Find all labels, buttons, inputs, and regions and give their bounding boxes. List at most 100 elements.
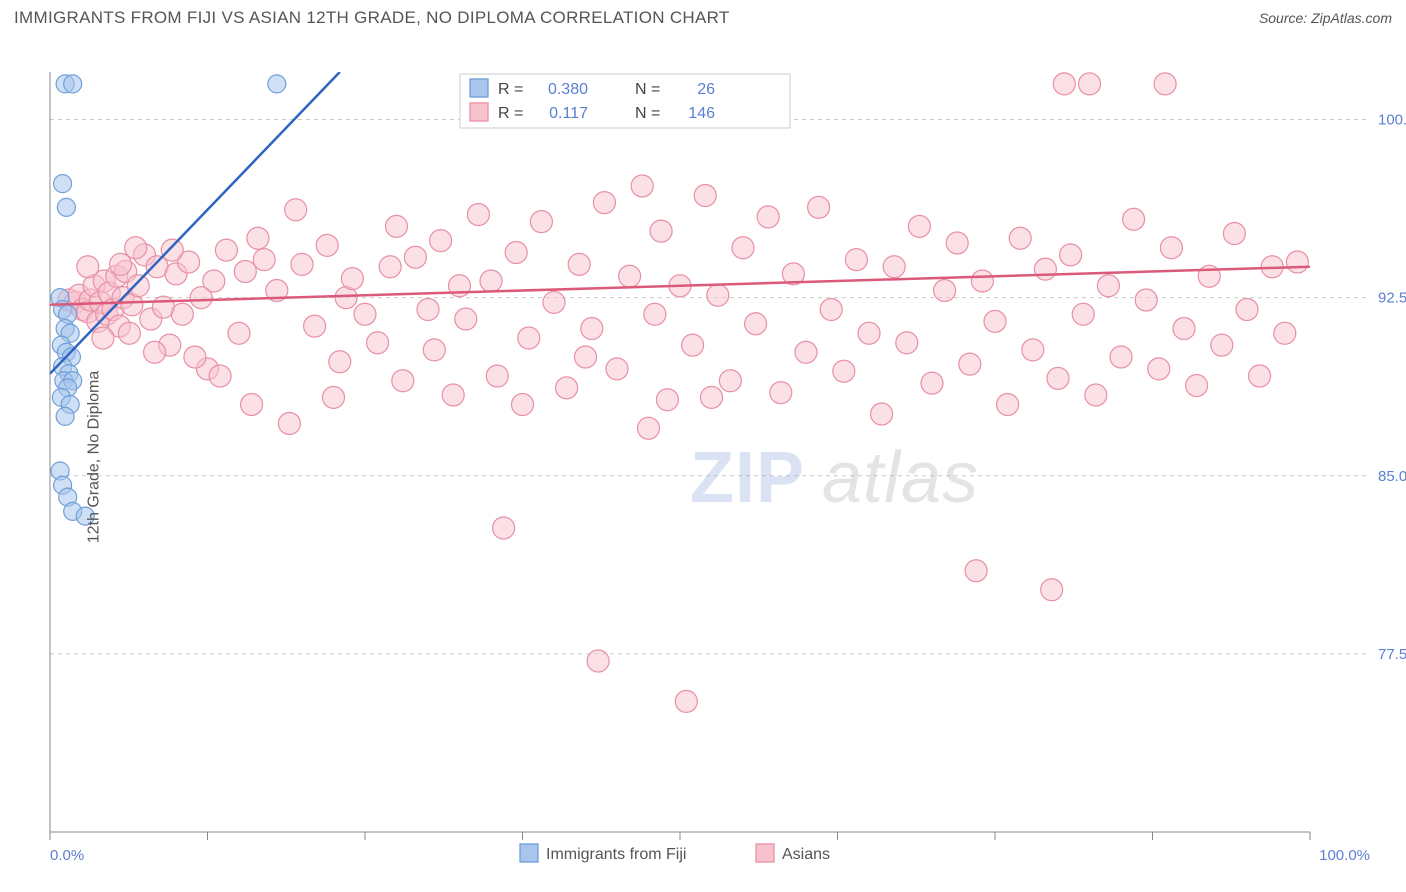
data-point [959, 353, 981, 375]
data-point [268, 75, 286, 93]
data-point [883, 256, 905, 278]
legend-swatch [520, 844, 538, 862]
data-point [1173, 318, 1195, 340]
legend-n-label: N = [635, 105, 660, 122]
data-point [530, 211, 552, 233]
data-point [770, 382, 792, 404]
legend-n-value: 146 [688, 105, 715, 122]
data-point [118, 322, 140, 344]
legend-swatch [470, 79, 488, 97]
legend-series-label: Immigrants from Fiji [546, 846, 686, 863]
data-point [1053, 73, 1075, 95]
data-point [127, 275, 149, 297]
data-point [203, 270, 225, 292]
legend-swatch [470, 103, 488, 121]
watermark: atlas [822, 438, 979, 518]
data-point [587, 650, 609, 672]
data-point [556, 377, 578, 399]
data-point [54, 175, 72, 193]
data-point [161, 239, 183, 261]
data-point [1022, 339, 1044, 361]
data-point [234, 261, 256, 283]
data-point [1148, 358, 1170, 380]
data-point [423, 339, 445, 361]
y-tick-label: 85.0% [1378, 468, 1406, 485]
data-point [732, 237, 754, 259]
data-point [77, 256, 99, 278]
data-point [638, 417, 660, 439]
data-point [493, 517, 515, 539]
legend-series-label: Asians [782, 846, 830, 863]
data-point [1286, 251, 1308, 273]
data-point [57, 198, 75, 216]
data-point [984, 310, 1006, 332]
data-point [467, 204, 489, 226]
data-point [568, 253, 590, 275]
chart-area: 12th Grade, No Diploma 77.5%85.0%92.5%10… [0, 32, 1406, 882]
data-point [92, 327, 114, 349]
data-point [694, 185, 716, 207]
data-point [404, 246, 426, 268]
data-point [184, 346, 206, 368]
data-point [757, 206, 779, 228]
y-tick-label: 100.0% [1378, 112, 1406, 129]
legend-swatch [756, 844, 774, 862]
data-point [505, 242, 527, 264]
data-point [581, 318, 603, 340]
data-point [1249, 365, 1271, 387]
data-point [808, 196, 830, 218]
data-point [367, 332, 389, 354]
data-point [1110, 346, 1132, 368]
data-point [386, 215, 408, 237]
data-point [631, 175, 653, 197]
data-point [1223, 223, 1245, 245]
data-point [64, 75, 82, 93]
data-point [1060, 244, 1082, 266]
data-point [820, 299, 842, 321]
data-point [656, 389, 678, 411]
data-point [896, 332, 918, 354]
data-point [701, 386, 723, 408]
data-point [1072, 303, 1094, 325]
data-point [682, 334, 704, 356]
data-point [512, 394, 534, 416]
data-point [675, 690, 697, 712]
data-point [486, 365, 508, 387]
data-point [1097, 275, 1119, 297]
data-point [247, 227, 269, 249]
data-point [125, 237, 147, 259]
data-point [845, 249, 867, 271]
data-point [1085, 384, 1107, 406]
data-point [278, 413, 300, 435]
data-point [543, 291, 565, 313]
data-point [833, 360, 855, 382]
data-point [921, 372, 943, 394]
data-point [455, 308, 477, 330]
data-point [379, 256, 401, 278]
data-point [745, 313, 767, 335]
data-point [253, 249, 275, 271]
data-point [1047, 367, 1069, 389]
chart-title: IMMIGRANTS FROM FIJI VS ASIAN 12TH GRADE… [14, 8, 730, 28]
data-point [997, 394, 1019, 416]
data-point [644, 303, 666, 325]
data-point [575, 346, 597, 368]
x-axis-max-label: 100.0% [1319, 847, 1370, 864]
data-point [417, 299, 439, 321]
legend-r-value: 0.117 [549, 105, 588, 122]
data-point [1274, 322, 1296, 344]
data-point [316, 234, 338, 256]
data-point [285, 199, 307, 221]
x-axis-min-label: 0.0% [50, 847, 84, 864]
data-point [110, 253, 132, 275]
data-point [1154, 73, 1176, 95]
y-tick-label: 77.5% [1378, 646, 1406, 663]
legend-n-value: 26 [697, 81, 715, 98]
data-point [1009, 227, 1031, 249]
data-point [430, 230, 452, 252]
data-point [323, 386, 345, 408]
data-point [1034, 258, 1056, 280]
data-point [1123, 208, 1145, 230]
legend-r-label: R = [498, 81, 523, 98]
data-point [518, 327, 540, 349]
